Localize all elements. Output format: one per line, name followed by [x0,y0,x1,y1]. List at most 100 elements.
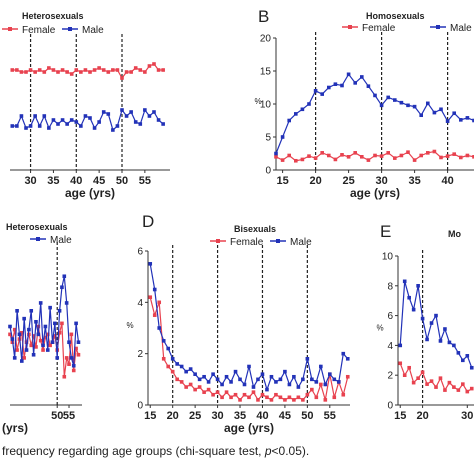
data-point-female [360,155,364,159]
data-point-male [129,110,133,114]
series-line-female [149,297,349,401]
data-point-male [74,321,78,326]
data-point-female [20,330,24,335]
data-point-female [12,327,17,332]
data-point-female [62,374,67,379]
data-point-male [92,126,97,130]
data-point-female [373,153,377,158]
data-point-female [124,70,129,74]
data-point-female [57,330,62,335]
y-tick-label: 0 [387,401,393,412]
data-point-male [265,387,269,392]
data-point-female [310,387,314,392]
data-point-male [10,337,15,341]
data-point-female [300,157,305,162]
data-point-female [465,153,470,158]
x-tick-label: 40 [256,410,268,422]
data-point-male [50,340,55,344]
data-point-male [55,356,60,360]
data-point-female [175,377,179,382]
data-point-male [15,309,19,313]
data-point-male [111,128,115,132]
data-point-male [206,380,211,384]
data-point-male [69,356,74,360]
data-point-male [36,332,41,337]
legend-label-female: Female [230,237,264,248]
panel-d: 0 2 4 6% 15 20 25 30 35 40 45 50 55 age (yrs) Bisexual… [126,212,350,435]
data-point-male [256,377,260,382]
y-axis-label: % [126,321,133,330]
data-point-male [115,124,120,128]
data-point-female [67,362,71,366]
data-point-female [274,155,278,159]
data-point-female [333,157,338,162]
x-tick-label: 15 [276,175,288,187]
data-point-female [461,382,465,386]
legend-label-male: Male [82,25,104,36]
legend-label-male: Male [290,237,312,248]
data-point-male [287,382,292,387]
data-point-female [45,332,50,337]
legend-marker-female [8,27,12,31]
data-point-female [406,150,410,154]
data-point-male [71,363,76,368]
data-point-female [83,68,88,72]
y-tick-label: 5 [265,133,271,144]
data-point-female [402,373,407,377]
data-point-male [445,119,450,123]
panel-title: Heterosexuals [22,11,84,21]
data-point-male [28,124,33,128]
panel-b: 0 5 10 15 20% 15 20 25 30 35 40 age (yrs) Homosexual… [254,7,474,200]
data-point-female [320,151,324,155]
data-point-male [97,120,101,124]
data-point-male [292,374,296,379]
data-point-male [8,324,12,329]
data-point-female [313,156,318,160]
data-point-male [193,372,197,376]
y-tick-label: 10 [382,252,394,263]
data-point-male [434,313,438,318]
data-point-female [412,158,417,162]
data-point-female [148,295,153,299]
data-point-male [456,351,461,355]
x-tick-label: 55 [324,410,336,422]
panel-title: Heterosexuals [6,222,68,232]
data-point-female [434,385,438,389]
data-point-female [41,348,45,352]
data-point-female [432,149,437,154]
data-point-female [211,392,215,397]
data-point-male [432,110,437,115]
data-point-male [393,98,397,102]
data-point-male [233,369,238,374]
data-point-female [233,392,238,397]
data-point-female [305,392,310,397]
data-point-male [88,116,92,120]
data-point-female [60,321,64,326]
data-point-male [278,377,283,382]
panel-c: 50 55 (yrs) Heterosexuals Male [2,222,82,435]
series-line-male [275,73,474,154]
data-point-female [193,387,197,392]
data-point-male [166,346,170,351]
data-point-female [287,395,292,400]
data-point-female [314,395,319,400]
data-point-male [439,107,443,112]
data-point-female [22,356,26,360]
data-point-male [47,126,51,130]
figure-caption: frequency regarding age groups (chi-squa… [2,444,472,458]
data-point-male [31,352,36,357]
data-point-female [53,334,57,338]
data-point-female [37,68,42,72]
data-point-male [17,332,22,337]
data-point-male [57,309,62,313]
data-point-male [156,118,161,122]
data-point-male [398,343,403,348]
data-point-female [64,356,69,360]
data-point-male [332,377,337,382]
panel-letter: D [142,212,154,231]
y-axis-label: % [376,324,383,333]
data-point-female [366,158,371,162]
data-point-male [238,377,242,382]
data-point-female [301,398,305,402]
